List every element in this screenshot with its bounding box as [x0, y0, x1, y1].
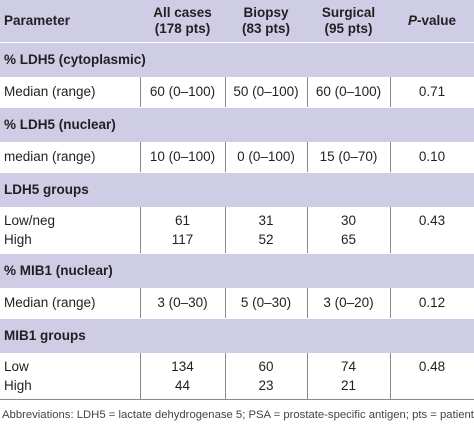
cell-value: 31 [258, 212, 274, 228]
cell-value: 21 [340, 377, 357, 393]
cell-value: 0.48 [418, 358, 446, 374]
section-band [0, 43, 474, 77]
cell-value: 5 (0–30) [240, 295, 292, 310]
column-rule [390, 77, 391, 107]
cell-value: 23 [258, 377, 274, 393]
cell-value: 0.12 [418, 295, 446, 310]
column-rule [390, 142, 391, 172]
cell-value: 134 [171, 358, 194, 374]
cell-value: 61 [174, 212, 191, 228]
header-text: (95 pts) [324, 21, 373, 36]
column-rule [307, 142, 308, 172]
cell-value: 10 (0–100) [149, 149, 216, 164]
column-rule [307, 353, 308, 399]
row-label: Low/neg [4, 212, 56, 228]
table-bottom-rule [0, 399, 474, 400]
section-title: % MIB1 (nuclear) [4, 263, 113, 278]
section-band [0, 319, 474, 353]
section-band [0, 108, 474, 142]
cell-value: 0.43 [418, 212, 446, 228]
section-title: MIB1 groups [4, 328, 86, 343]
cell-value: 3 (0–20) [323, 295, 374, 310]
header-text: All cases [153, 5, 212, 20]
section-band [0, 254, 474, 288]
column-rule [225, 142, 226, 172]
column-rule [307, 77, 308, 107]
column-rule [307, 288, 308, 318]
header-text: Parameter [4, 13, 71, 28]
column-rule [390, 288, 391, 318]
column-rule [140, 77, 141, 107]
header-text: (178 pts) [154, 21, 211, 36]
header-text: Biopsy [243, 5, 289, 20]
cell-value: 44 [174, 377, 191, 393]
column-rule [225, 353, 226, 399]
cell-value: 60 [258, 358, 274, 374]
cell-value: 65 [340, 231, 357, 247]
section-title: % LDH5 (nuclear) [4, 117, 116, 132]
header-text: (83 pts) [241, 21, 290, 36]
section-title: LDH5 groups [4, 182, 89, 197]
row-label: High [4, 377, 32, 393]
column-rule [225, 288, 226, 318]
section-band [0, 173, 474, 207]
cell-value: 50 (0–100) [233, 84, 299, 99]
row-label: Median (range) [4, 295, 96, 310]
cell-value: 0.10 [418, 149, 446, 164]
cell-value: 0 (0–100) [237, 149, 295, 164]
cell-value: 30 [340, 212, 357, 228]
header-rest: -value [416, 13, 457, 28]
column-rule [225, 77, 226, 107]
header-band [0, 0, 474, 42]
header-text: Surgical [321, 5, 376, 20]
column-rule [225, 207, 226, 253]
column-rule [307, 207, 308, 253]
row-label: High [4, 231, 32, 247]
column-rule [140, 288, 141, 318]
cell-value: 117 [171, 231, 194, 247]
row-label: Median (range) [4, 84, 96, 99]
cell-value: 3 (0–30) [157, 295, 208, 310]
column-rule [390, 353, 391, 399]
section-title: % LDH5 (cytoplasmic) [4, 52, 146, 67]
cell-value: 52 [258, 231, 274, 247]
column-rule [140, 142, 141, 172]
cell-value: 0.71 [418, 84, 446, 99]
header-text: P-value [390, 13, 474, 29]
cell-value: 60 (0–100) [149, 84, 216, 99]
row-label: median (range) [4, 149, 96, 164]
row-label: Low [4, 358, 29, 374]
cell-value: 15 (0–70) [319, 149, 378, 164]
cell-value: 60 (0–100) [315, 84, 382, 99]
column-rule [140, 353, 141, 399]
footnote: Abbreviations: LDH5 = lactate dehydrogen… [2, 409, 474, 421]
header-italic: P [407, 13, 417, 28]
column-rule [390, 207, 391, 253]
column-rule [140, 207, 141, 253]
cell-value: 74 [340, 358, 357, 374]
